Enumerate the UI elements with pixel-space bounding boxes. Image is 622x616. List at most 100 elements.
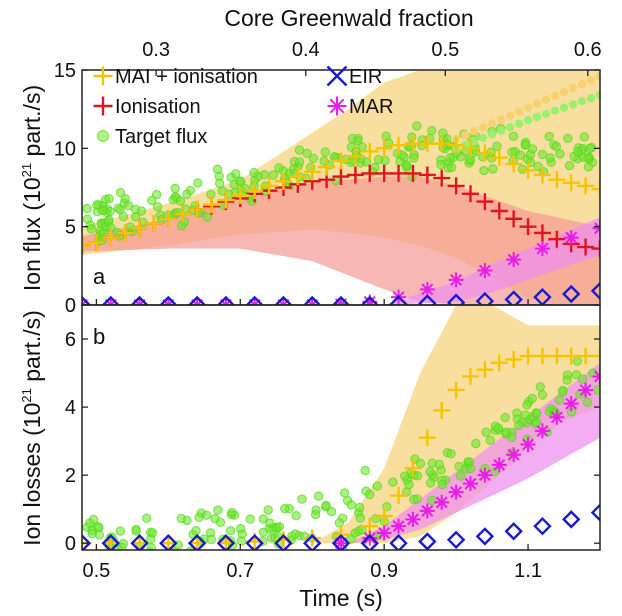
marker-a-ionisation xyxy=(346,166,364,184)
target-flux-point xyxy=(532,417,542,427)
marker-a-mai-ionisation xyxy=(361,142,379,160)
marker-a-mai-ionisation xyxy=(462,139,479,157)
marker-a-mai-ionisation xyxy=(433,135,451,153)
panel-a-y-label-tail: part./s) xyxy=(19,85,45,163)
marker-b-mar xyxy=(563,396,579,412)
target-flux-point xyxy=(173,208,183,218)
marker-a-mai-ionisation xyxy=(303,163,321,181)
target-flux-point xyxy=(274,163,284,173)
marker-b-mar xyxy=(520,437,536,453)
target-flux-point xyxy=(274,522,285,532)
marker-a-ionisation xyxy=(375,164,393,182)
target-flux-point xyxy=(562,375,572,385)
target-flux-point xyxy=(125,222,136,232)
target-flux-point xyxy=(508,131,519,142)
target-flux-point xyxy=(105,206,115,217)
target-flux-point xyxy=(206,534,217,545)
target-flux-point xyxy=(425,478,436,488)
target-flux-point xyxy=(227,507,237,518)
target-flux-point xyxy=(208,551,216,559)
marker-a-ionisation xyxy=(476,193,494,211)
extrapolated-point xyxy=(550,106,560,115)
marker-b-mai-ionisation xyxy=(591,347,600,365)
target-flux-point xyxy=(225,526,236,536)
marker-a-ionisation xyxy=(390,164,408,182)
marker-a-mar xyxy=(534,241,550,257)
top-tick-label: 0.6 xyxy=(574,39,602,61)
marker-b-eir xyxy=(475,527,495,546)
axes-frames xyxy=(81,69,601,551)
target-flux-point xyxy=(593,385,600,395)
legend-label: Ionisation xyxy=(115,96,201,118)
target-flux-point xyxy=(152,189,162,200)
target-flux-point xyxy=(145,547,154,550)
marker-b-mar xyxy=(506,447,522,463)
top-tick-label: 0.4 xyxy=(292,39,320,61)
extrapolated-point xyxy=(523,103,533,112)
marker-b-mai-ionisation xyxy=(476,361,494,379)
panel-b-letter: b xyxy=(93,324,105,349)
top-tick-label: 0.5 xyxy=(431,39,459,61)
marker-b-eir xyxy=(245,533,264,550)
target-flux-point xyxy=(268,170,279,180)
marker-b-mar xyxy=(405,511,421,527)
marker-b-mar xyxy=(578,382,594,398)
marker-a-eir xyxy=(562,284,581,304)
extrapolated-point xyxy=(586,76,596,85)
x-tick-label: 0.9 xyxy=(370,560,398,582)
target-flux-point xyxy=(585,143,595,154)
target-flux-point xyxy=(236,536,247,546)
marker-a-mai-ionisation xyxy=(102,229,120,247)
y-tick-label: 4 xyxy=(65,397,76,419)
target-flux-point xyxy=(170,183,180,194)
marker-a-eir xyxy=(331,295,351,305)
target-flux-point xyxy=(290,529,300,539)
target-flux-point xyxy=(537,390,548,400)
target-flux-point xyxy=(249,167,259,178)
target-flux-point xyxy=(555,149,565,159)
target-flux-point xyxy=(446,162,457,173)
extrapolated-point xyxy=(577,79,587,89)
marker-a-eir xyxy=(187,295,207,305)
target-flux-point xyxy=(340,488,350,498)
marker-a-mai-ionisation xyxy=(274,172,292,190)
y-tick-label: 0 xyxy=(65,295,76,317)
marker-a-eir xyxy=(475,291,495,305)
target-flux-point xyxy=(346,534,356,544)
marker-a-mai-ionisation xyxy=(533,166,551,184)
marker-b-eir xyxy=(159,533,178,550)
marker-b-mar xyxy=(477,467,493,483)
marker-a-mar xyxy=(419,281,435,297)
marker-b-mai-ionisation xyxy=(131,534,149,550)
panel-b-frame xyxy=(81,304,601,551)
target-flux-point xyxy=(265,518,275,528)
marker-b-mai-ionisation xyxy=(390,487,408,505)
extrapolated-point xyxy=(577,97,587,106)
marker-a-mai-ionisation xyxy=(82,236,91,254)
target-flux-point xyxy=(454,461,464,472)
extrapolated-point xyxy=(532,112,542,122)
extrapolated-point xyxy=(460,130,470,140)
marker-b-mar xyxy=(391,518,407,534)
target-flux-point xyxy=(501,427,511,437)
extrapolated-point xyxy=(532,99,542,108)
extrapolated-point xyxy=(595,90,600,100)
target-flux-point xyxy=(355,502,365,513)
target-flux-point xyxy=(94,549,101,550)
target-flux-point xyxy=(231,169,241,179)
marker-b-eir xyxy=(216,533,236,550)
legend-marker xyxy=(327,96,347,116)
top-tick-label: 0.3 xyxy=(142,39,170,61)
marker-b-eir xyxy=(504,522,523,541)
marker-b-mai-ionisation xyxy=(533,347,551,365)
marker-b-eir xyxy=(446,530,466,549)
marker-a-mai-ionisation xyxy=(231,186,249,204)
marker-a-mar xyxy=(506,252,522,268)
panel-b-y-label-main: Ion losses (10 xyxy=(19,403,45,546)
extrapolated-point xyxy=(487,130,497,139)
marker-b-eir xyxy=(82,533,92,550)
target-flux-point xyxy=(563,133,573,144)
target-flux-point xyxy=(297,494,307,504)
marker-a-mar xyxy=(477,263,493,279)
target-flux-point xyxy=(404,479,414,490)
